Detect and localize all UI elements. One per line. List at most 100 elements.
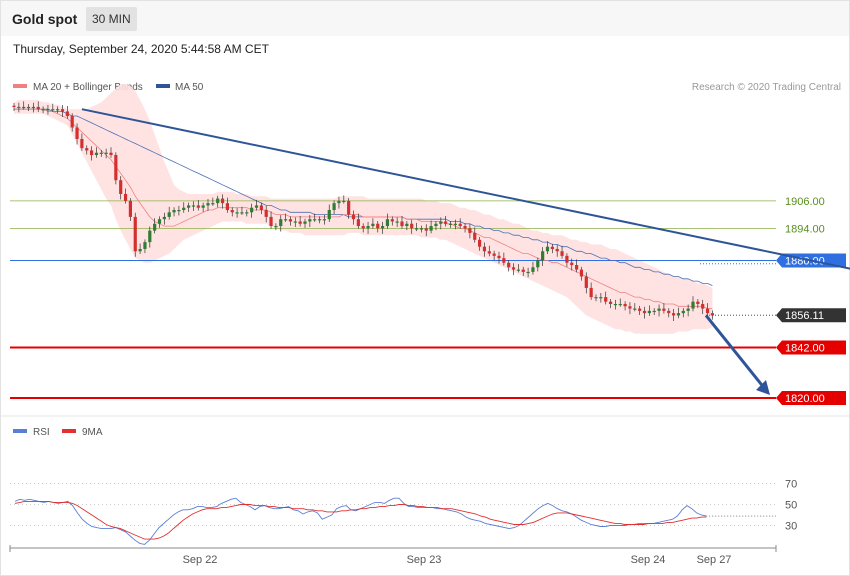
candle-up xyxy=(153,223,157,231)
candle-down xyxy=(298,221,302,224)
rsi-tick-50: 50 xyxy=(785,500,797,512)
timeframe-badge[interactable]: 30 MIN xyxy=(86,7,137,31)
candle-down xyxy=(259,205,263,211)
candle-up xyxy=(439,221,443,224)
candle-up xyxy=(395,221,399,223)
candle-down xyxy=(667,310,671,314)
candle-down xyxy=(410,223,414,229)
candle-up xyxy=(419,228,423,230)
candle-up xyxy=(167,212,171,217)
candle-up xyxy=(148,230,152,243)
level-label-1906.00: 1906.00 xyxy=(785,196,825,208)
candle-down xyxy=(85,148,89,151)
level-tag-1842.00 xyxy=(776,340,846,355)
candle-down xyxy=(356,219,360,227)
rsi-legend-label: RSI xyxy=(33,427,50,438)
candle-down xyxy=(288,219,293,222)
candle-down xyxy=(60,109,65,112)
candlesticks xyxy=(12,101,714,321)
candle-up xyxy=(138,248,142,252)
candle-down xyxy=(550,246,554,249)
level-label-1856.11: 1856.11 xyxy=(785,310,824,322)
candle-up xyxy=(46,109,50,111)
candle-down xyxy=(492,253,496,256)
candle-up xyxy=(157,219,162,224)
candle-down xyxy=(12,105,16,107)
rsi-line xyxy=(14,497,707,545)
level-label-1820.00: 1820.00 xyxy=(785,393,825,405)
candle-up xyxy=(143,242,147,249)
candle-up xyxy=(381,226,385,229)
candle-up xyxy=(633,308,637,310)
price-levels: 1906.00 1894.00 1880.00 1856.11 1842.00 1820.… xyxy=(10,196,846,405)
candle-down xyxy=(400,221,404,227)
level-label-1842.00: 1842.00 xyxy=(785,343,825,355)
rsi-ma-legend-label: 9MA xyxy=(82,427,103,438)
candle-down xyxy=(555,248,559,252)
candle-down xyxy=(642,310,647,314)
candle-up xyxy=(104,152,108,154)
candle-up xyxy=(342,200,346,203)
x-tick-Sep-27: Sep 27 xyxy=(697,554,732,566)
candle-down xyxy=(133,216,137,252)
candle-up xyxy=(206,203,210,206)
x-tick-Sep-22: Sep 22 xyxy=(183,554,218,566)
candle-down xyxy=(662,308,666,311)
candle-down xyxy=(478,239,482,247)
candle-up xyxy=(429,226,433,231)
candle-down xyxy=(604,297,608,302)
candle-down xyxy=(123,193,128,201)
candle-up xyxy=(681,310,685,314)
candle-up xyxy=(434,223,438,227)
candle-up xyxy=(94,152,99,156)
candle-up xyxy=(51,109,55,111)
level-label-1894.00: 1894.00 xyxy=(785,223,825,235)
candle-down xyxy=(701,303,705,309)
candle-up xyxy=(308,219,312,222)
candle-down xyxy=(497,255,501,259)
candle-down xyxy=(80,138,84,149)
candle-up xyxy=(371,223,375,227)
candle-up xyxy=(187,205,191,208)
candle-down xyxy=(482,246,487,252)
candle-up xyxy=(366,226,370,229)
candle-up xyxy=(182,207,186,211)
candle-up xyxy=(613,303,617,306)
candle-up xyxy=(284,219,288,221)
candle-down xyxy=(264,210,268,217)
rsi-tick-70: 70 xyxy=(785,479,797,491)
ma20-line xyxy=(14,108,713,310)
candle-up xyxy=(41,109,45,111)
candle-down xyxy=(468,228,472,233)
candle-down xyxy=(36,106,40,110)
forecast-arrow-shaft xyxy=(704,314,767,390)
candle-down xyxy=(705,308,710,314)
bollinger-bands xyxy=(14,84,713,334)
candle-down xyxy=(584,276,588,288)
candle-down xyxy=(269,216,273,227)
candle-down xyxy=(128,200,132,217)
x-axis: Sep 22 Sep 23 Sep 24 Sep 27 xyxy=(9,545,777,566)
ma50-legend-swatch xyxy=(156,84,170,88)
trend-lines xyxy=(81,108,850,395)
candle-down xyxy=(473,232,477,240)
candle-down xyxy=(672,313,676,316)
candle-up xyxy=(536,260,540,268)
candle-up xyxy=(686,308,690,311)
candle-down xyxy=(521,269,525,272)
symbol-title: Gold spot xyxy=(12,11,78,27)
candle-down xyxy=(458,223,462,227)
candle-down xyxy=(507,262,511,268)
candle-up xyxy=(17,106,21,109)
candle-up xyxy=(594,297,598,299)
candle-down xyxy=(710,313,714,316)
candle-up xyxy=(211,203,215,205)
candle-down xyxy=(119,180,123,194)
rsi-tick-30: 30 xyxy=(785,521,797,533)
candle-up xyxy=(327,210,331,220)
candle-up xyxy=(293,221,297,223)
candle-up xyxy=(317,219,322,221)
top-bar: Gold spot 30 MIN xyxy=(1,1,849,36)
candle-up xyxy=(453,223,457,225)
candle-up xyxy=(235,212,239,214)
